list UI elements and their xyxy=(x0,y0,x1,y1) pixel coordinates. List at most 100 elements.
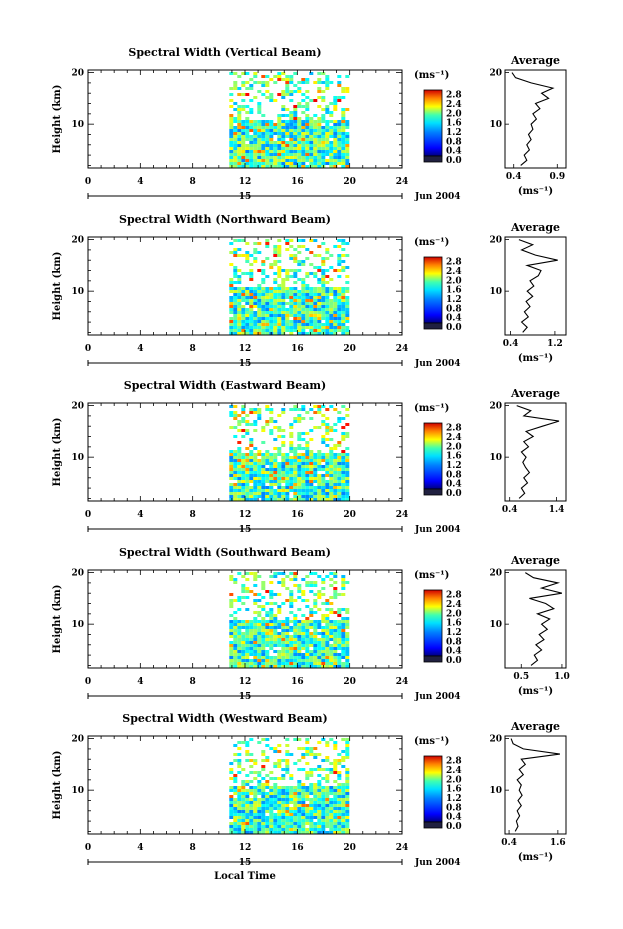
heatmap-cell xyxy=(253,326,258,329)
heatmap-cell xyxy=(257,831,262,834)
heatmap-cell xyxy=(293,656,298,659)
heatmap-cell xyxy=(241,650,246,653)
heatmap-cell xyxy=(345,638,350,641)
heatmap-cell xyxy=(269,771,274,774)
average-x-label: (ms⁻¹) xyxy=(518,186,553,197)
heatmap-cell xyxy=(293,272,298,275)
heatmap-cell xyxy=(345,141,350,144)
heatmap-cell xyxy=(237,429,242,432)
heatmap-cell xyxy=(305,486,310,489)
heatmap-cell xyxy=(233,450,238,453)
heatmap-cell xyxy=(321,290,326,293)
heatmap-cell xyxy=(345,804,350,807)
heatmap-cell xyxy=(333,486,338,489)
heatmap-cell xyxy=(309,165,314,168)
heatmap-cell xyxy=(265,822,270,825)
heatmap-cell xyxy=(289,605,294,608)
heatmap-cell xyxy=(325,159,330,162)
heatmap-cell xyxy=(273,317,278,320)
heatmap-cell xyxy=(261,456,266,459)
heatmap-cell xyxy=(341,147,346,150)
heatmap-cell xyxy=(301,662,306,665)
heatmap-cell xyxy=(241,305,246,308)
heatmap-cell xyxy=(293,84,298,87)
heatmap-cell xyxy=(313,602,318,605)
heatmap-cell xyxy=(237,483,242,486)
heatmap-cell xyxy=(233,299,238,302)
heatmap-cell xyxy=(237,486,242,489)
heatmap-cell xyxy=(329,132,334,135)
heatmap-cell xyxy=(261,492,266,495)
heatmap-cell xyxy=(305,644,310,647)
heatmap-cell xyxy=(333,611,338,614)
heatmap-cell xyxy=(237,150,242,153)
heatmap-cell xyxy=(337,822,342,825)
heatmap-cell xyxy=(269,822,274,825)
heatmap-cell xyxy=(337,771,342,774)
heatmap-cell xyxy=(257,320,262,323)
heatmap-cell xyxy=(281,498,286,501)
heatmap-cell xyxy=(329,644,334,647)
heatmap-cell xyxy=(269,626,274,629)
heatmap-cell xyxy=(273,453,278,456)
heatmap-cell xyxy=(341,795,346,798)
heatmap-cell xyxy=(237,765,242,768)
heatmap-cell xyxy=(297,129,302,132)
heatmap-cell xyxy=(241,299,246,302)
heatmap-cell xyxy=(321,644,326,647)
heatmap-cell xyxy=(297,813,302,816)
heatmap-cell xyxy=(325,144,330,147)
heatmap-cell xyxy=(245,741,250,744)
heatmap-cell xyxy=(229,498,234,501)
heatmap-cell xyxy=(317,620,322,623)
x-tick-label: 16 xyxy=(291,177,304,187)
heatmap-cell xyxy=(265,477,270,480)
heatmap-cell xyxy=(297,302,302,305)
heatmap-cell xyxy=(249,275,254,278)
heatmap-cell xyxy=(289,665,294,668)
heatmap-cell xyxy=(293,471,298,474)
heatmap-cell xyxy=(289,822,294,825)
heatmap-cell xyxy=(269,96,274,99)
heatmap-cell xyxy=(313,786,318,789)
heatmap-cell xyxy=(321,308,326,311)
heatmap-cell xyxy=(321,662,326,665)
heatmap-cell xyxy=(245,792,250,795)
heatmap-cell xyxy=(345,662,350,665)
heatmap-cell xyxy=(297,759,302,762)
heatmap-cell xyxy=(261,786,266,789)
heatmap-cell xyxy=(301,629,306,632)
heatmap-cell xyxy=(337,774,342,777)
heatmap-cell xyxy=(237,278,242,281)
heatmap-cell xyxy=(337,287,342,290)
heatmap-cell xyxy=(261,738,266,741)
heatmap-cell xyxy=(305,477,310,480)
heatmap-cell xyxy=(309,438,314,441)
heatmap-cell xyxy=(313,662,318,665)
heatmap-cell xyxy=(233,156,238,159)
heatmap-cell xyxy=(301,459,306,462)
heatmap-cell xyxy=(237,162,242,165)
heatmap-cell xyxy=(273,795,278,798)
heatmap-cell xyxy=(229,263,234,266)
heatmap-cell xyxy=(249,822,254,825)
heatmap-cell xyxy=(333,474,338,477)
heatmap-cell xyxy=(325,141,330,144)
heatmap-cell xyxy=(265,828,270,831)
colorbar-low-swatch xyxy=(423,821,443,829)
heatmap-cell xyxy=(325,105,330,108)
heatmap-cell xyxy=(281,72,286,75)
heatmap-cell xyxy=(337,465,342,468)
heatmap-cell xyxy=(285,144,290,147)
heatmap-cell xyxy=(237,93,242,96)
heatmap-cell xyxy=(241,462,246,465)
heatmap-cell xyxy=(305,620,310,623)
heatmap-cell xyxy=(341,405,346,408)
heatmap-cell xyxy=(313,153,318,156)
heatmap-cell xyxy=(237,447,242,450)
heatmap-cell xyxy=(341,468,346,471)
heatmap-cell xyxy=(293,635,298,638)
heatmap-cell xyxy=(325,653,330,656)
heatmap-cell xyxy=(229,138,234,141)
